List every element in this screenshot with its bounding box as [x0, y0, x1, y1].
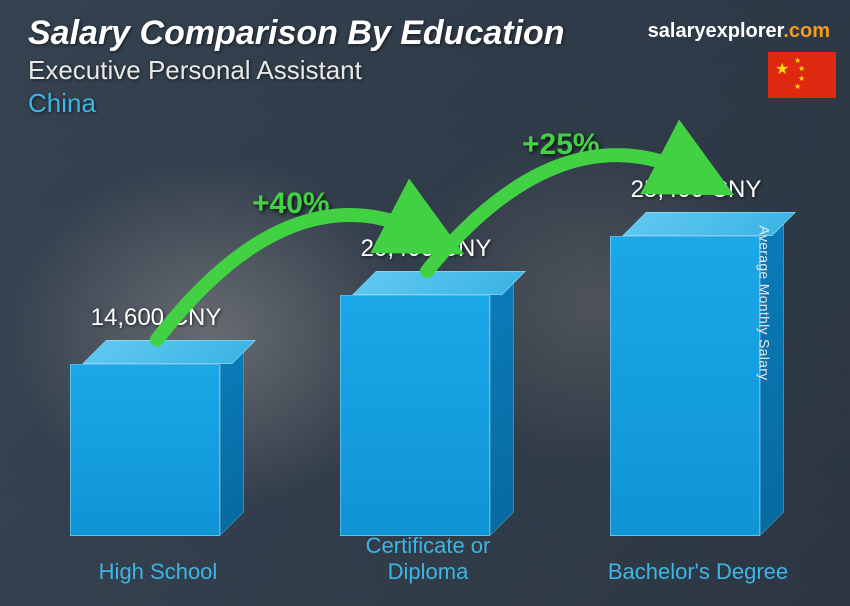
watermark: salaryexplorer.com: [648, 20, 830, 43]
chart-area: 14,600 CNYHigh School20,400 CNYCertifica…: [60, 120, 790, 586]
y-axis-label: Average Monthly Salary: [757, 226, 773, 381]
flag-star-icon: ★: [775, 59, 789, 79]
chart-country: China: [28, 88, 830, 119]
watermark-suffix: .com: [783, 20, 830, 42]
bar-category-label: Bachelor's Degree: [598, 559, 798, 584]
flag-star-icon: ★: [798, 64, 805, 73]
watermark-prefix: salaryexplorer: [648, 20, 784, 42]
flag-star-icon: ★: [794, 82, 801, 91]
flag-china: ★ ★ ★ ★ ★: [768, 52, 836, 98]
bar-face-front: [610, 236, 760, 536]
increase-arrow-icon: [60, 120, 526, 586]
chart-subtitle: Executive Personal Assistant: [28, 55, 830, 86]
